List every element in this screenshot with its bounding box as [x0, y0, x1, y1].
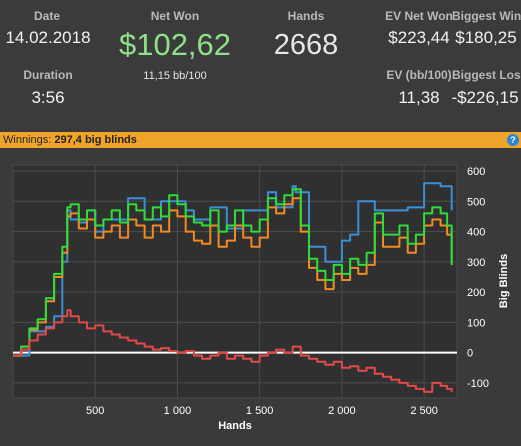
winnings-label: Winnings: [3, 134, 51, 146]
ev-bb100-label: EV (bb/100) [384, 68, 454, 82]
date-label: Date [17, 9, 77, 23]
hands-label: Hands [276, 9, 336, 23]
winnings-chart: 600 500 400 300 200 100 0 -100 500 1 000 1 500 2 0… [0, 148, 521, 441]
net-won-bb100: 11,15 bb/100 [125, 70, 225, 82]
y-tick-label: -100 [467, 378, 489, 390]
biggest-win-label: Biggest Win [452, 9, 520, 23]
x-tick-label: 2 500 [410, 405, 438, 417]
biggest-loss-label: Biggest Loss [452, 68, 520, 82]
date-value: 14.02.2018 [2, 28, 94, 48]
hands-value: 2668 [256, 29, 356, 62]
x-tick-label: 1 000 [164, 405, 192, 417]
x-axis-label: Hands [218, 420, 252, 432]
y-axis-label: Big Blinds [498, 254, 510, 308]
winnings-summary: Winnings: 297,4 big blinds [3, 132, 137, 148]
x-tick-label: 1 500 [246, 405, 274, 417]
x-tick-label: 2 000 [328, 405, 356, 417]
y-tick-label: 400 [467, 227, 485, 239]
biggest-loss-value: -$226,15 [449, 88, 521, 108]
ev-net-won-label: EV Net Won [384, 9, 454, 23]
net-won-value: $102,62 [108, 27, 242, 63]
y-tick-label: 600 [467, 166, 485, 178]
ev-net-won-value: $223,44 [383, 28, 455, 48]
y-tick-label: 300 [467, 257, 485, 269]
net-won-label: Net Won [140, 9, 210, 23]
duration-value: 3:56 [18, 88, 78, 108]
plot-area [13, 165, 457, 398]
y-tick-label: 200 [467, 287, 485, 299]
winnings-chart-svg: 600 500 400 300 200 100 0 -100 500 1 000 1 500 2 0… [0, 148, 521, 441]
x-tick-label: 500 [86, 405, 104, 417]
y-tick-label: 500 [467, 196, 485, 208]
ev-bb100-value: 11,38 [389, 88, 449, 108]
winnings-value: 297,4 big blinds [54, 134, 137, 146]
biggest-win-value: $180,25 [453, 28, 519, 48]
session-stats-panel: Date 14.02.2018 Duration 3:56 Net Won $1… [0, 0, 521, 130]
duration-label: Duration [13, 68, 83, 82]
help-icon[interactable]: ? [507, 134, 519, 146]
y-tick-label: 100 [467, 317, 485, 329]
y-tick-label: 0 [467, 348, 473, 360]
winnings-bar: Winnings: 297,4 big blinds ? [0, 132, 521, 148]
